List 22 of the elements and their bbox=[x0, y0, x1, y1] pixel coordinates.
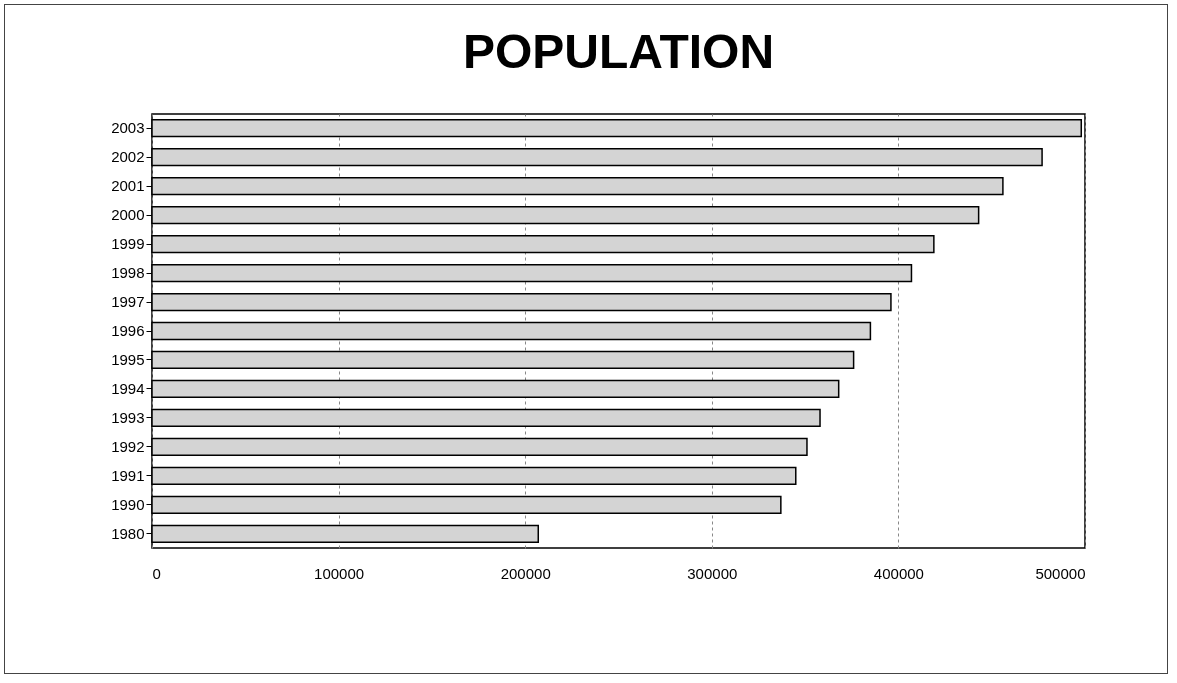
y-tick-label: 1999 bbox=[111, 235, 145, 253]
y-tick-label: 2000 bbox=[111, 206, 145, 224]
chart-title: POPULATION bbox=[462, 25, 775, 78]
y-tick-label: 1994 bbox=[111, 379, 145, 397]
y-tick-label: 1990 bbox=[111, 495, 145, 513]
x-tick-label: 400000 bbox=[873, 564, 924, 582]
y-tick-label: 2003 bbox=[111, 119, 145, 137]
x-tick-label: 0 bbox=[152, 564, 161, 582]
y-tick-label: 1996 bbox=[111, 322, 145, 339]
y-tick-label: 1980 bbox=[111, 524, 145, 542]
x-tick-label: 500000 bbox=[1035, 564, 1086, 582]
y-tick-label: 1992 bbox=[111, 437, 145, 455]
y-tick-label: 2001 bbox=[111, 177, 145, 195]
x-tick-label: 300000 bbox=[687, 564, 738, 582]
y-tick-label: 1997 bbox=[111, 293, 145, 311]
x-tick-label: 100000 bbox=[314, 564, 365, 582]
y-tick-label: 1993 bbox=[111, 408, 145, 426]
x-tick-label: 200000 bbox=[500, 564, 551, 582]
y-tick-label: 2002 bbox=[111, 148, 145, 166]
y-tick-label: 1998 bbox=[111, 264, 145, 282]
y-tick-label: 1995 bbox=[111, 350, 145, 368]
y-tick-label: 1991 bbox=[111, 466, 145, 484]
